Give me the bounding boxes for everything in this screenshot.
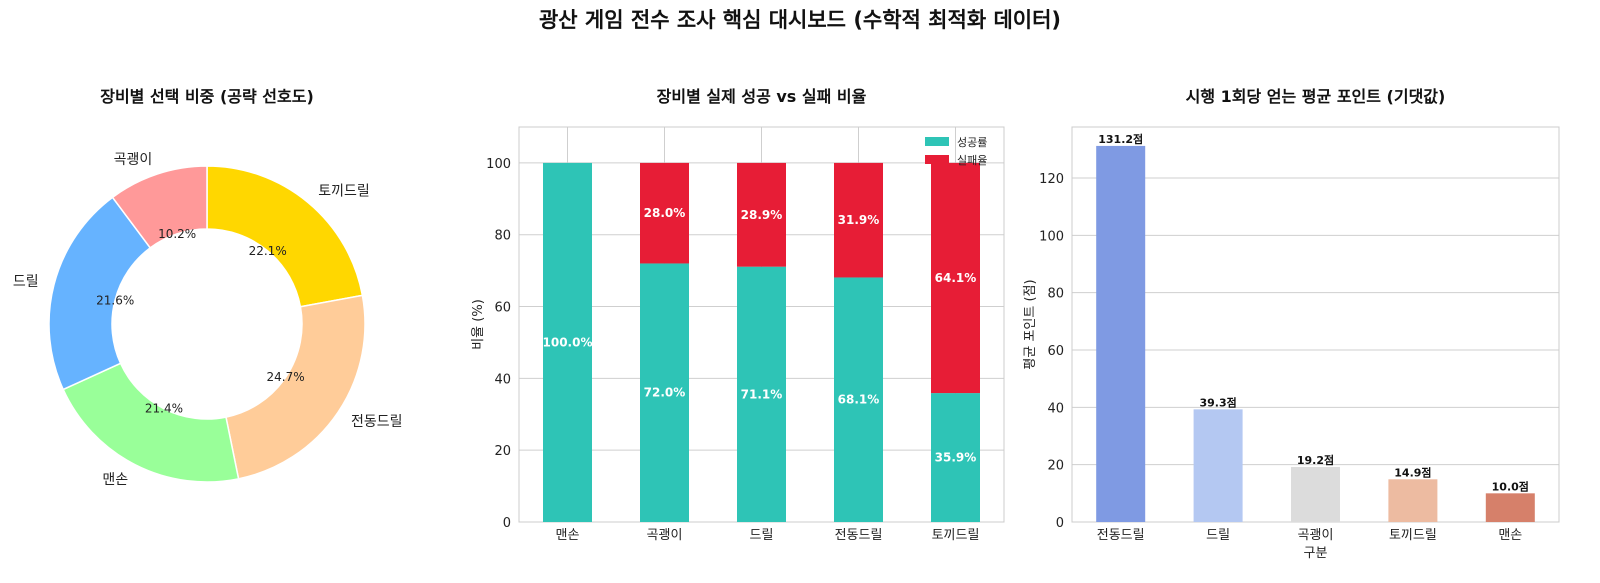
legend-swatch-success bbox=[925, 137, 949, 146]
stacked-xtick-label: 토끼드릴 bbox=[932, 528, 980, 543]
bar-ytick-label: 40 bbox=[1047, 401, 1064, 416]
donut-pct-label-5: 10.2% bbox=[158, 227, 196, 241]
donut-category-label-2: 전동드릴 bbox=[351, 414, 403, 430]
stacked-ytick-label: 80 bbox=[494, 229, 511, 244]
dashboard-title: 광산 게임 전수 조사 핵심 대시보드 (수학적 최적화 데이터) bbox=[538, 8, 1062, 32]
stacked-xtick-label: 전동드릴 bbox=[835, 528, 883, 543]
donut-slice-5 bbox=[111, 165, 208, 249]
bar-1 bbox=[1096, 145, 1146, 523]
stacked-bar-success-2 bbox=[640, 263, 689, 522]
stacked-ytick-label: 0 bbox=[503, 516, 511, 531]
donut-category-label-3: 맨손 bbox=[102, 472, 128, 488]
stacked-xtick-label: 드릴 bbox=[750, 528, 774, 543]
donut-category-label-1: 토끼드릴 bbox=[318, 183, 370, 199]
donut-category-label-4: 드릴 bbox=[13, 274, 39, 290]
legend-swatch-failure bbox=[925, 155, 949, 164]
stacked-bar-value-label: 64.1% bbox=[935, 271, 977, 285]
stacked-bar-failure-5 bbox=[931, 162, 980, 394]
stacked-bar-value-label: 71.1% bbox=[741, 387, 783, 401]
bar-5 bbox=[1485, 493, 1535, 522]
bar-xtick-label: 곡괭이 bbox=[1298, 528, 1334, 543]
stacked-bar-value-label: 28.9% bbox=[741, 208, 783, 222]
stacked-ytick-label: 60 bbox=[494, 301, 511, 316]
stacked-bar-chart-panel: 장비별 실제 성공 vs 실패 비율 0 20 40 60 80 100 100.0% 맨손 72… bbox=[471, 87, 1005, 543]
donut-chart-panel: 장비별 선택 비중 (공략 선호도) 22.1% 토끼드릴 24.7% 전동드릴 21.4… bbox=[13, 87, 403, 488]
bar-x-axis-label: 구분 bbox=[1304, 546, 1328, 561]
donut-slice-2 bbox=[225, 294, 366, 480]
bar-chart-title: 시행 1회당 얻는 평균 포인트 (기댓값) bbox=[1186, 87, 1446, 106]
stacked-bar-value-label: 31.9% bbox=[838, 213, 880, 227]
bar-value-label: 39.3점 bbox=[1199, 395, 1236, 409]
stacked-y-axis-label: 비율 (%) bbox=[471, 299, 486, 350]
donut-pct-label-3: 21.4% bbox=[145, 401, 183, 415]
donut-slice-3 bbox=[62, 362, 240, 483]
bar-xtick-label: 토끼드릴 bbox=[1389, 528, 1437, 543]
bar-ytick-label: 60 bbox=[1047, 344, 1064, 359]
bar-xtick-label: 전동드릴 bbox=[1097, 528, 1145, 543]
bar-ytick-label: 120 bbox=[1039, 172, 1064, 187]
donut-slice-4 bbox=[48, 196, 152, 391]
donut-pct-label-2: 24.7% bbox=[267, 370, 305, 384]
stacked-bar-success-5 bbox=[931, 393, 980, 522]
stacked-ytick-label: 40 bbox=[494, 372, 511, 387]
legend-label-success: 성공률 bbox=[957, 136, 987, 149]
stacked-bar-value-label: 68.1% bbox=[838, 393, 880, 407]
bar-chart-panel: 시행 1회당 얻는 평균 포인트 (기댓값) 0 20 40 60 80 100 120 131… bbox=[1023, 87, 1560, 561]
bar-ytick-label: 20 bbox=[1047, 459, 1064, 474]
bar-value-label: 10.0점 bbox=[1492, 479, 1529, 493]
stacked-bar-success-1 bbox=[543, 162, 592, 522]
bar-2 bbox=[1193, 409, 1243, 522]
legend-label-failure: 실패율 bbox=[957, 154, 987, 167]
bar-xtick-label: 드릴 bbox=[1206, 528, 1230, 543]
stacked-xtick-label: 곡괭이 bbox=[647, 528, 683, 543]
stacked-bar-value-label: 100.0% bbox=[543, 335, 593, 349]
stacked-ytick-label: 100 bbox=[486, 157, 511, 172]
bar-4 bbox=[1388, 479, 1438, 522]
bar-value-label: 131.2점 bbox=[1098, 132, 1143, 146]
stacked-bar-value-label: 28.0% bbox=[644, 206, 686, 220]
donut-pct-label-4: 21.6% bbox=[96, 293, 134, 307]
donut-pct-label-1: 22.1% bbox=[249, 244, 287, 258]
bar-xtick-label: 맨손 bbox=[1498, 528, 1522, 543]
stacked-bar-success-4 bbox=[834, 277, 883, 522]
bar-ytick-label: 0 bbox=[1056, 516, 1064, 531]
bar-ytick-label: 80 bbox=[1047, 287, 1064, 302]
stacked-bar-failure-3 bbox=[737, 162, 786, 267]
bar-ytick-label: 100 bbox=[1039, 229, 1064, 244]
donut-category-label-5: 곡괭이 bbox=[114, 152, 153, 168]
bar-y-axis-label: 평균 포인트 (점) bbox=[1023, 279, 1038, 369]
stacked-bar-failure-2 bbox=[640, 162, 689, 264]
stacked-bar-value-label: 72.0% bbox=[644, 386, 686, 400]
donut-chart-title: 장비별 선택 비중 (공략 선호도) bbox=[100, 87, 314, 106]
stacked-chart-title: 장비별 실제 성공 vs 실패 비율 bbox=[657, 87, 867, 106]
bar-3 bbox=[1291, 466, 1340, 522]
stacked-bar-value-label: 35.9% bbox=[935, 451, 977, 465]
stacked-xtick-label: 맨손 bbox=[556, 528, 580, 543]
stacked-ytick-label: 20 bbox=[494, 444, 511, 459]
bar-value-label: 14.9점 bbox=[1394, 465, 1431, 479]
stacked-bar-success-3 bbox=[737, 266, 786, 522]
bar-value-label: 19.2점 bbox=[1297, 453, 1334, 467]
stacked-bar-failure-4 bbox=[834, 162, 883, 278]
